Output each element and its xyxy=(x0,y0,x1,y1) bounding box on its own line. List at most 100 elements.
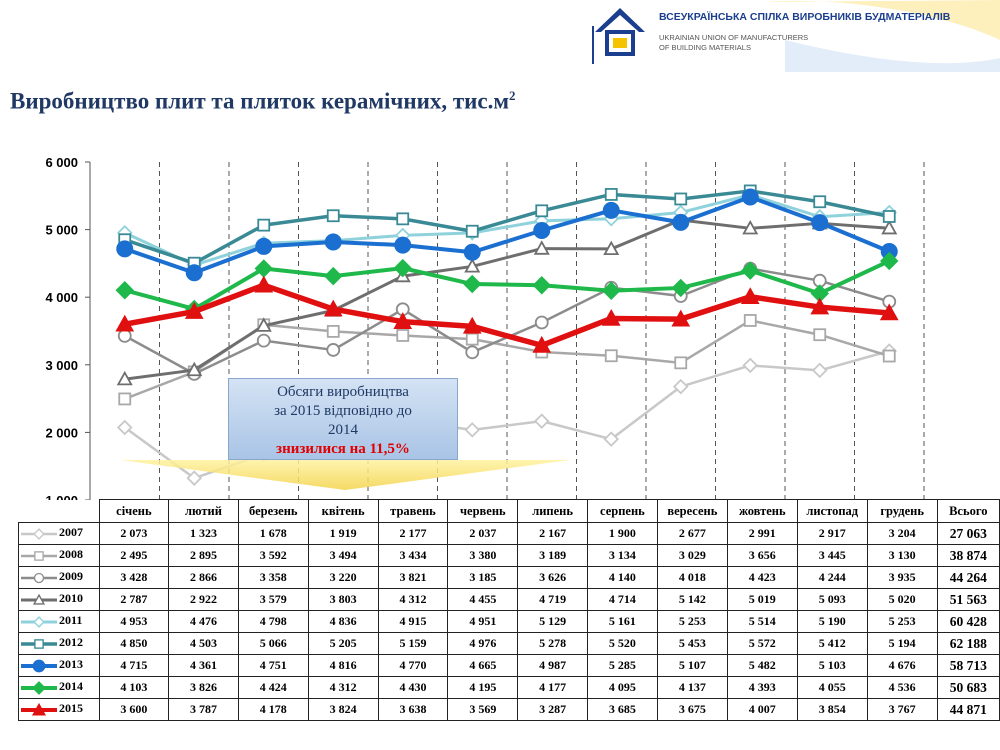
legend-key-icon xyxy=(21,702,57,716)
table-cell: 4 719 xyxy=(517,588,588,611)
legend-key-icon xyxy=(21,659,57,672)
legend-key-icon xyxy=(21,572,57,583)
table-cell: 3 824 xyxy=(307,698,379,721)
data-point xyxy=(116,240,134,258)
data-point xyxy=(185,264,203,282)
data-point xyxy=(813,195,827,209)
table-cell: 3 600 xyxy=(98,698,170,721)
table-cell: 3 029 xyxy=(656,544,728,567)
table-cell: 2 866 xyxy=(168,566,239,589)
table-col-header: травень xyxy=(377,499,449,523)
table-cell: 5 453 xyxy=(656,632,728,655)
data-point xyxy=(394,236,412,254)
org-name-en-2: OF BUILDING MATERIALS xyxy=(659,43,751,52)
series-legend-cell: 2014 xyxy=(18,676,100,699)
table-cell: 5 190 xyxy=(796,610,868,633)
table-cell: 3 826 xyxy=(168,676,239,699)
table-col-header: січень xyxy=(98,499,170,523)
table-cell: 4 850 xyxy=(98,632,170,655)
series-line xyxy=(124,218,890,381)
table-cell: 4 915 xyxy=(377,610,449,633)
table-cell: 5 520 xyxy=(586,632,658,655)
table-cell: 5 161 xyxy=(586,610,658,633)
y-tick-label: 3 000 xyxy=(45,358,78,373)
data-point xyxy=(33,527,45,540)
callout-box: Обсяги виробництва за 2015 відповідно до… xyxy=(228,378,458,460)
table-cell: 2 787 xyxy=(98,588,170,611)
data-point xyxy=(882,349,896,363)
table-cell: 4 393 xyxy=(726,676,798,699)
data-point xyxy=(602,201,620,219)
table-total-cell: 51 563 xyxy=(936,588,1000,611)
table-cell: 3 134 xyxy=(586,544,658,567)
data-point xyxy=(186,470,203,486)
data-point xyxy=(672,378,689,395)
data-point xyxy=(117,328,132,343)
table-cell: 3 445 xyxy=(796,544,868,567)
table-col-header: серпень xyxy=(586,499,658,523)
table-cell: 1 678 xyxy=(237,522,309,545)
table-col-header: грудень xyxy=(866,499,938,523)
legend-key-icon xyxy=(21,615,57,628)
data-point xyxy=(811,362,828,379)
data-point xyxy=(463,243,481,261)
data-point xyxy=(256,333,271,348)
table-cell: 3 767 xyxy=(866,698,938,721)
legend-key-icon xyxy=(21,593,57,605)
table-cell: 3 626 xyxy=(517,566,588,589)
table-cell: 4 103 xyxy=(98,676,170,699)
series-name: 2010 xyxy=(59,591,83,606)
data-point xyxy=(882,210,896,223)
table-cell: 2 495 xyxy=(98,544,170,567)
table-cell: 3 821 xyxy=(377,566,449,589)
series-legend-cell: 2009 xyxy=(18,566,100,589)
table-col-header: липень xyxy=(517,499,588,523)
legend-key-icon xyxy=(21,527,57,540)
line-chart: 1 000 2 000 3 000 4 000 5 000 6 000 xyxy=(45,155,925,500)
table-cell: 4 714 xyxy=(586,588,658,611)
table-cell: 2 922 xyxy=(168,588,239,611)
data-point xyxy=(464,422,481,438)
table-cell: 3 854 xyxy=(796,698,868,721)
data-point xyxy=(463,274,482,294)
table-cell: 4 018 xyxy=(656,566,728,589)
series-name: 2009 xyxy=(59,569,83,584)
series-name: 2007 xyxy=(59,525,83,540)
table-cell: 4 244 xyxy=(796,566,868,589)
table-cell: 4 476 xyxy=(168,610,239,633)
data-point xyxy=(740,287,760,305)
data-point xyxy=(742,219,759,235)
table-cell: 4 095 xyxy=(586,676,658,699)
table-col-header: вересень xyxy=(656,499,728,523)
callout-line-2: за 2015 відповідно до xyxy=(274,403,412,419)
data-point xyxy=(186,361,203,377)
table-cell: 3 494 xyxy=(307,544,379,567)
data-table: січень лютий березень квітень травень червень… xyxy=(18,499,1000,721)
callout-highlight: знизилися на 11,5% xyxy=(276,441,410,457)
series-legend-cell: 2007 xyxy=(18,522,100,545)
org-name-ua: ВСЕУКРАЇНСЬКА СПІЛКА ВИРОБНИКІВ БУДМАТЕР… xyxy=(659,10,951,23)
table-cell: 5 278 xyxy=(517,632,588,655)
table-cell: 2 073 xyxy=(98,522,170,545)
table-cell: 2 677 xyxy=(656,522,728,545)
data-point xyxy=(532,335,552,353)
data-point xyxy=(393,258,412,278)
series-line xyxy=(124,189,890,265)
table-cell: 5 194 xyxy=(866,632,938,655)
table-cell: 5 482 xyxy=(726,654,798,677)
y-tick-label: 5 000 xyxy=(45,223,78,238)
table-cell: 4 987 xyxy=(517,654,588,677)
data-point xyxy=(324,266,343,286)
table-total-cell: 62 188 xyxy=(936,632,1000,655)
table-cell: 3 656 xyxy=(726,544,798,567)
series-legend-cell: 2008 xyxy=(18,544,100,567)
data-point xyxy=(533,240,550,255)
table-row: 2009 3 428 2 866 3 358 3 220 3 821 3 185 3 626 4… xyxy=(18,566,1000,589)
series-name: 2014 xyxy=(59,679,83,694)
data-point xyxy=(672,213,690,231)
data-point xyxy=(810,297,830,315)
table-row: 2013 4 715 4 361 4 751 4 816 4 770 4 665 4 987 5… xyxy=(18,654,1000,677)
data-point xyxy=(118,392,132,406)
table-cell: 2 917 xyxy=(796,522,868,545)
series-legend-cell: 2013 xyxy=(18,654,100,677)
